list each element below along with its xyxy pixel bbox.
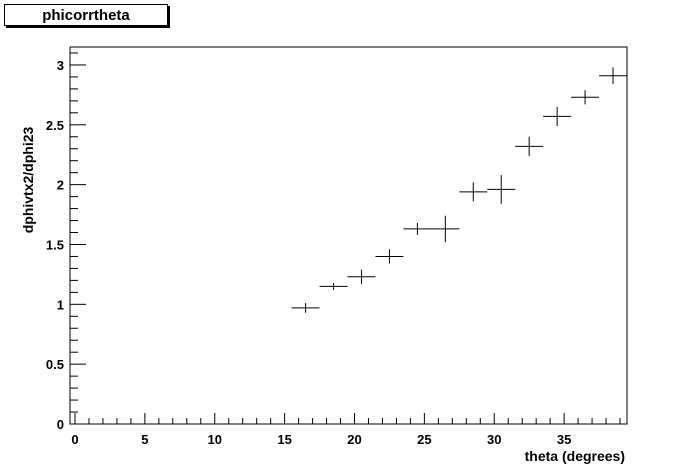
x-tick-label: 35 [557, 432, 571, 447]
x-tick-label: 15 [277, 432, 291, 447]
x-axis: 0 5 10 15 20 25 30 35 [71, 413, 621, 447]
data-point [487, 175, 516, 204]
x-axis-label: theta (degrees) [525, 448, 625, 464]
x-tick-label: 30 [487, 432, 501, 447]
data-point [319, 282, 348, 290]
data-point [375, 249, 404, 264]
data-point [459, 182, 488, 202]
x-tick-label: 5 [141, 432, 148, 447]
data-point [431, 215, 460, 243]
chart-title: phicorrtheta [4, 4, 168, 26]
data-point [403, 222, 432, 235]
y-tick-label: 1 [57, 297, 64, 312]
y-axis-label: dphivtx2/dphi23 [20, 127, 36, 234]
y-tick-label: 1.5 [46, 237, 64, 252]
y-tick-label: 0.5 [46, 357, 64, 372]
data-point [291, 303, 320, 313]
y-tick-label: 0 [57, 417, 64, 432]
data-point [599, 67, 628, 85]
x-tick-label: 10 [208, 432, 222, 447]
plot-frame [69, 46, 628, 425]
data-point [347, 269, 376, 284]
y-tick-label: 2.5 [46, 118, 64, 133]
x-tick-label: 0 [71, 432, 78, 447]
y-axis: 0 0.5 1 1.5 2 2.5 3 [46, 52, 86, 432]
data-points [291, 67, 628, 313]
x-tick-label: 20 [347, 432, 361, 447]
y-tick-label: 2 [57, 178, 64, 193]
y-tick-label: 3 [57, 58, 64, 73]
data-point [515, 136, 544, 156]
x-tick-label: 25 [417, 432, 431, 447]
data-point [571, 90, 600, 105]
data-point [543, 106, 572, 126]
